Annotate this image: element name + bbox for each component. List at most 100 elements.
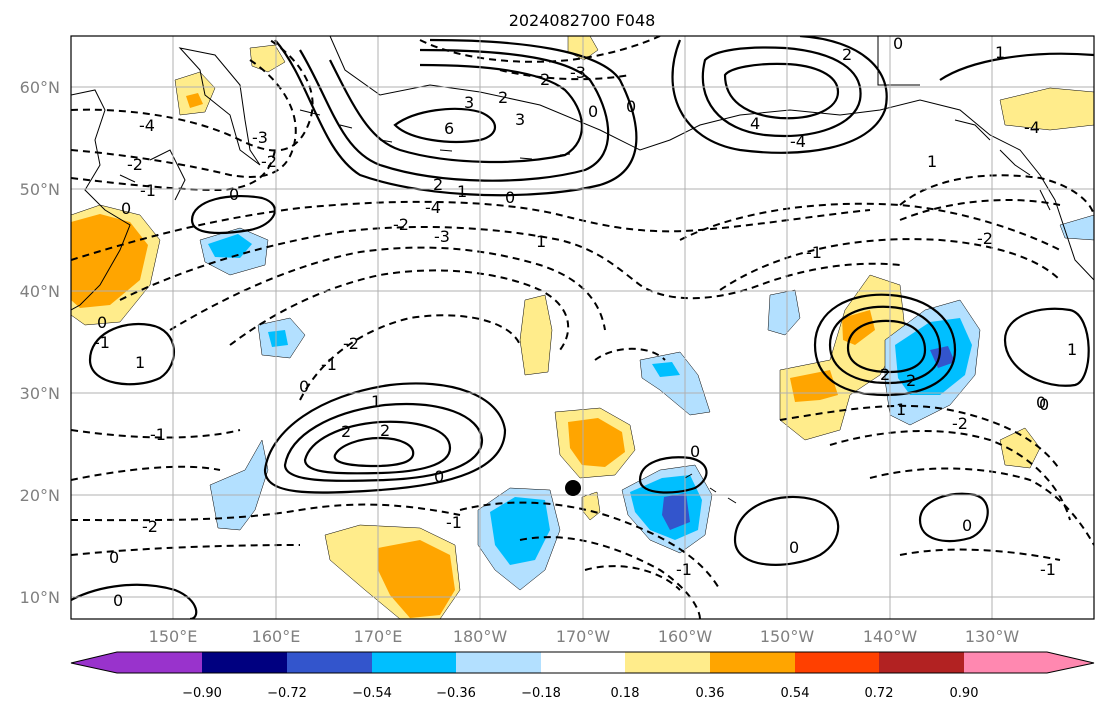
contour-label: 0: [299, 377, 309, 396]
hawaii-low-1: [459, 501, 721, 591]
location-marker: [565, 480, 581, 496]
contour-label: -2: [977, 229, 993, 248]
contour-label: 0: [229, 185, 239, 204]
hawaii-islands: [684, 473, 737, 504]
negative-anomaly-central-core: [652, 362, 680, 377]
sea-of-okhotsk-islands: [119, 149, 186, 201]
contour-label: -1: [446, 513, 462, 532]
contour-label: -1: [676, 560, 692, 579]
northwest-low-3: [71, 149, 276, 192]
contour-label: -3: [252, 128, 268, 147]
contour-label: -1: [140, 181, 156, 200]
lat-label-10n: 10°N: [20, 588, 60, 607]
gulf-alaska-high-1: [671, 36, 888, 154]
lon-label-140w: 140°W: [863, 627, 918, 646]
positive-anomaly-far-east: [999, 427, 1041, 469]
contour-label: -1: [321, 355, 337, 374]
negative-anomaly-south-west: [209, 439, 269, 531]
east-high-1: [813, 293, 957, 397]
negative-anomaly-west-core: [208, 234, 252, 258]
contour-label: 2: [341, 422, 351, 441]
hawaii-high-small: [638, 456, 708, 494]
midlat-trough-3: [169, 246, 606, 331]
negative-anomaly-small-west-core: [268, 330, 288, 347]
midlat-trough-1: [71, 200, 871, 261]
midlat-trough-5: [299, 314, 521, 401]
colorbar-tick-label: 0.54: [781, 686, 810, 701]
contour-label: -2: [261, 152, 277, 171]
contour-label: -3: [434, 227, 450, 246]
contour-label: 0: [962, 516, 972, 535]
positive-anomaly-east-core: [790, 370, 838, 402]
contour-label: 0: [113, 591, 123, 610]
contour-label: 1: [896, 400, 906, 419]
contour-label: -4: [790, 132, 806, 151]
positive-anomaly-small-northwest-core: [186, 93, 203, 108]
negative-anomaly-hawaii-peak: [662, 493, 690, 530]
contour-label: 2: [906, 371, 916, 390]
colorbar-outline: [70, 651, 1095, 674]
contour-label: 3: [464, 93, 474, 112]
contour-label: 1: [995, 43, 1005, 62]
colorbar-segment: [1047, 652, 1094, 673]
gulf-alaska-high-2: [701, 46, 862, 137]
alaska-high-contour-3: [329, 59, 583, 164]
contour-label: -1: [150, 425, 166, 444]
colorbar-segment: [287, 652, 372, 673]
south-east-high: [918, 492, 989, 542]
west-high-small-2: [88, 322, 175, 386]
contour-label: -4: [425, 198, 441, 217]
contour-label: 0: [789, 538, 799, 557]
south-low-1: [71, 429, 241, 439]
contour-label: 0: [588, 102, 598, 121]
contour-label: 0: [893, 34, 903, 53]
asia-coastline: [71, 89, 131, 311]
contour-label: 4: [750, 114, 760, 133]
colorbar-segment: [879, 652, 964, 673]
east-high-3: [846, 319, 927, 374]
contour-label: -2: [343, 334, 359, 353]
lon-label-180w: 180°W: [453, 627, 508, 646]
lon-label-160e: 160°E: [252, 627, 301, 646]
longitude-labels: 150°E 160°E 170°E 180°W 170°W 160°W 150°…: [149, 627, 1020, 646]
contour-label: -2: [952, 414, 968, 433]
positive-anomaly-central: [519, 294, 553, 376]
map-title: 2024082700 F048: [509, 11, 656, 30]
contour-label: 0: [1036, 393, 1046, 412]
northwest-low-1: [71, 39, 314, 152]
south-high-1: [733, 495, 840, 566]
east-trough-4: [899, 548, 1061, 561]
negative-anomaly-south-center-core: [490, 497, 550, 565]
canada-border: [877, 36, 920, 86]
bering-low-2: [499, 69, 631, 81]
contour-label: -1: [806, 243, 822, 262]
contour-label: -4: [1024, 118, 1040, 137]
contour-label: 3: [515, 110, 525, 129]
contour-label: -1: [1040, 560, 1056, 579]
contour-label: 0: [109, 548, 119, 567]
contour-label: 0: [505, 188, 515, 207]
colorbar: −0.90 −0.72 −0.54 −0.36 −0.18 0.18 0.36 …: [70, 651, 1095, 701]
east-trough-2: [829, 429, 1071, 521]
subtropical-high-3: [303, 420, 452, 475]
southwest-high: [71, 583, 198, 619]
contour-labels: -4 -2 -1 0 0 -2 -3 -3 2 3 6 2 0 0 2 3 1 …: [94, 34, 1077, 610]
colorbar-tick-label: 0.72: [865, 686, 894, 701]
lon-label-130w: 130°W: [965, 627, 1020, 646]
colorbar-tick-label: −0.36: [436, 686, 476, 701]
dashed-contours: [71, 36, 1094, 619]
contour-label: -2: [142, 517, 158, 536]
lon-label-170e: 170°E: [354, 627, 403, 646]
south-low-2: [71, 465, 221, 481]
contour-label: 0: [1039, 395, 1049, 414]
bc-islands: [954, 119, 1051, 211]
positive-anomaly-northeast: [999, 87, 1094, 131]
contour-label: 2: [880, 365, 890, 384]
colorbar-segment: [710, 652, 795, 673]
map-area: -4 -2 -1 0 0 -2 -3 -3 2 3 6 2 0 0 2 3 1 …: [71, 34, 1094, 619]
bering-low: [419, 36, 661, 63]
map-frame: [70, 35, 1095, 620]
colorbar-tick-labels: −0.90 −0.72 −0.54 −0.36 −0.18 0.18 0.36 …: [182, 686, 978, 701]
alaska-high-contour-4: [393, 107, 497, 143]
